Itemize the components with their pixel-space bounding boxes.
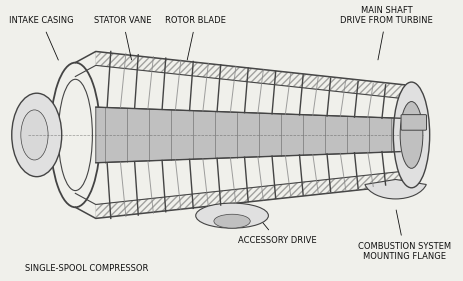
- Text: COMBUSTION SYSTEM
MOUNTING FLANGE: COMBUSTION SYSTEM MOUNTING FLANGE: [357, 210, 450, 262]
- Ellipse shape: [195, 203, 268, 228]
- Text: INTAKE CASING: INTAKE CASING: [9, 16, 74, 60]
- Text: MAIN SHAFT
DRIVE FROM TURBINE: MAIN SHAFT DRIVE FROM TURBINE: [339, 6, 432, 60]
- Ellipse shape: [393, 82, 429, 188]
- Ellipse shape: [21, 110, 48, 160]
- Text: ACCESSORY DRIVE: ACCESSORY DRIVE: [238, 215, 316, 245]
- Ellipse shape: [12, 93, 62, 177]
- FancyBboxPatch shape: [400, 115, 425, 130]
- Text: STATOR VANE: STATOR VANE: [94, 16, 151, 60]
- Wedge shape: [364, 180, 425, 199]
- Polygon shape: [95, 107, 399, 163]
- Ellipse shape: [213, 214, 250, 228]
- Text: ROTOR BLADE: ROTOR BLADE: [165, 16, 225, 60]
- Ellipse shape: [399, 101, 422, 168]
- Text: SINGLE-SPOOL COMPRESSOR: SINGLE-SPOOL COMPRESSOR: [25, 264, 148, 273]
